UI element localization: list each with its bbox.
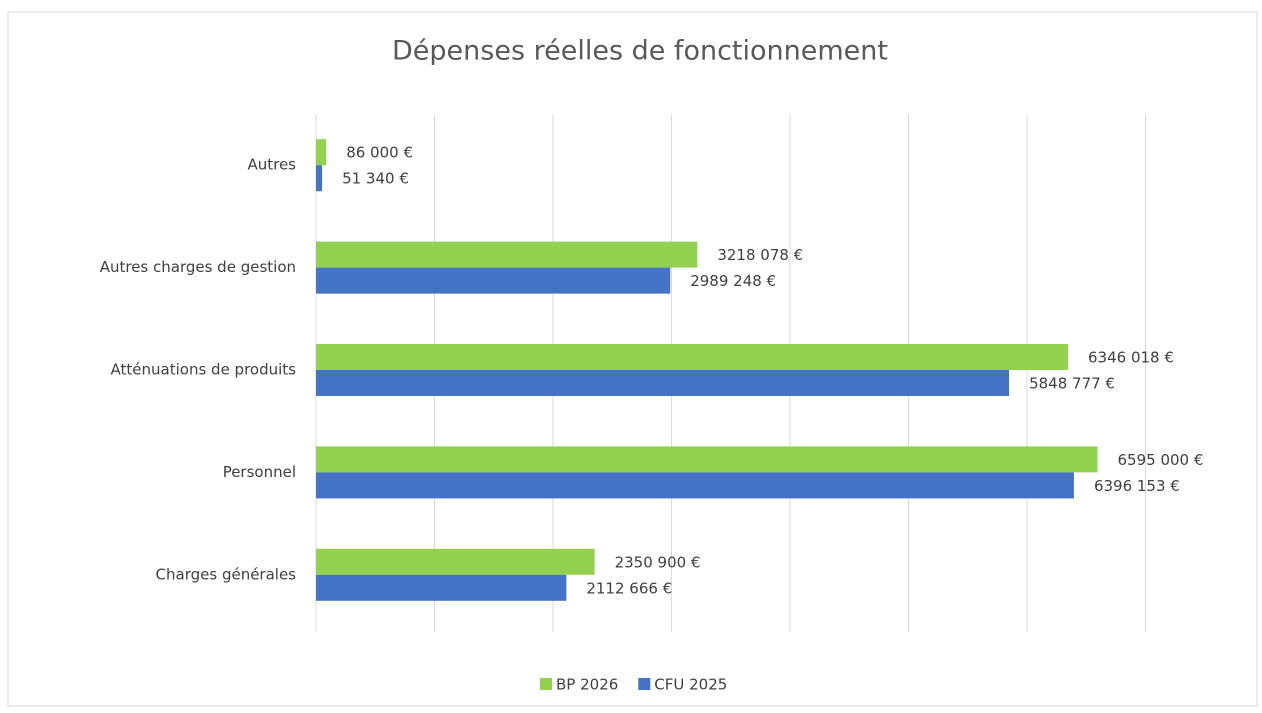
- bar: [316, 267, 671, 294]
- bar: [316, 139, 327, 166]
- data-label: 3218 078 €: [717, 246, 803, 264]
- bar: [316, 344, 1069, 370]
- legend-swatch: [638, 678, 651, 690]
- bar: [316, 574, 567, 601]
- bar: [316, 241, 698, 268]
- bar: [316, 472, 1074, 499]
- y-tick-label: Charges générales: [156, 565, 297, 583]
- y-tick-label: Autres: [247, 156, 296, 174]
- chart-title: Dépenses réelles de fonctionnement: [392, 36, 888, 67]
- y-tick-label: Atténuations de produits: [111, 361, 297, 379]
- legend-label: CFU 2025: [654, 676, 727, 694]
- y-tick-label: Autres charges de gestion: [100, 258, 296, 276]
- data-label: 2350 900 €: [615, 553, 701, 571]
- data-label: 6396 153 €: [1094, 477, 1180, 495]
- legend-label: BP 2026: [556, 676, 618, 694]
- legend-swatch: [540, 678, 552, 690]
- data-label: 6595 000 €: [1118, 451, 1204, 469]
- data-label: 86 000 €: [346, 144, 413, 162]
- bar: [316, 165, 323, 192]
- y-tick-label: Personnel: [223, 463, 296, 481]
- data-label: 2112 666 €: [586, 579, 672, 597]
- data-label: 2989 248 €: [690, 272, 776, 290]
- data-label: 6346 018 €: [1088, 349, 1174, 367]
- data-label: 51 340 €: [342, 170, 409, 188]
- bar: [316, 370, 1010, 396]
- data-label: 5848 777 €: [1029, 375, 1115, 393]
- bar: [316, 446, 1098, 473]
- bar: [316, 548, 595, 575]
